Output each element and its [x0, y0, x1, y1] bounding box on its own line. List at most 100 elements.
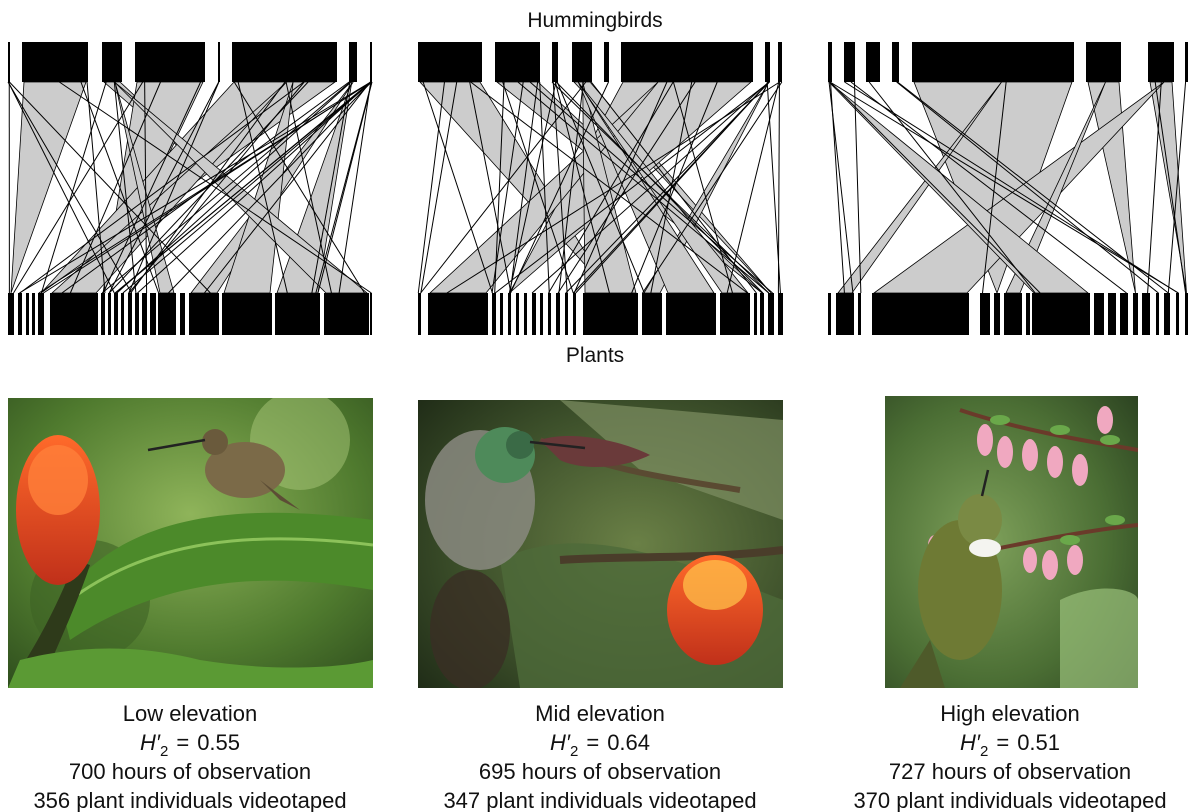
metric-relation: =	[586, 730, 599, 755]
metric-value: 0.64	[607, 730, 650, 755]
metric-subscript: 2	[980, 743, 988, 760]
metric-value: 0.51	[1017, 730, 1060, 755]
hummingbird-block	[892, 42, 899, 82]
metric-line: H′2=0.51	[960, 730, 1060, 760]
plant-block	[556, 293, 560, 335]
hummingbird-block	[778, 42, 782, 82]
metric-subscript: 2	[570, 743, 578, 760]
plant-block	[548, 293, 551, 335]
individuals-label: 347 plant individuals videotaped	[443, 788, 756, 812]
hummingbird-block	[22, 42, 88, 82]
plant-block	[1176, 293, 1179, 335]
plant-block	[500, 293, 503, 335]
hummingbird-block	[8, 42, 10, 82]
plant-block	[573, 293, 576, 335]
individuals-label: 356 plant individuals videotaped	[33, 788, 346, 812]
hummingbird-block	[1086, 42, 1121, 82]
metric-value: 0.55	[197, 730, 240, 755]
plant-block	[1108, 293, 1116, 335]
metric-line: H′2=0.64	[550, 730, 650, 760]
hummingbird-block	[418, 42, 482, 82]
plant-block	[180, 293, 185, 335]
plant-block	[1094, 293, 1104, 335]
plant-block	[1164, 293, 1170, 335]
plant-block	[858, 293, 861, 335]
metric-relation: =	[996, 730, 1009, 755]
metric-symbol: H	[960, 730, 976, 755]
hours-label: 727 hours of observation	[889, 759, 1131, 784]
plant-block	[583, 293, 638, 335]
hummingbird-block	[495, 42, 540, 82]
elevation-label: Mid elevation	[535, 701, 665, 726]
plant-block	[108, 293, 111, 335]
plant-block	[768, 293, 774, 335]
plant-block	[18, 293, 22, 335]
hummingbird-block	[218, 42, 220, 82]
plant-block	[540, 293, 543, 335]
network	[418, 42, 783, 335]
hummingbird-block	[552, 42, 558, 82]
plant-block	[778, 293, 783, 335]
plant-block	[1004, 293, 1022, 335]
photo-high	[885, 396, 1138, 688]
hummingbird-block	[912, 42, 1074, 82]
plant-block	[828, 293, 831, 335]
hummingbird-block	[349, 42, 357, 82]
metric-symbol: H	[550, 730, 566, 755]
plant-block	[1133, 293, 1138, 335]
network	[8, 42, 372, 335]
hours-label: 695 hours of observation	[479, 759, 721, 784]
elevation-label: Low elevation	[123, 701, 258, 726]
metric-subscript: 2	[160, 743, 168, 760]
photo-mid	[418, 400, 783, 690]
captions: Low elevationH′2=0.55700 hours of observ…	[33, 701, 1166, 812]
plant-block	[516, 293, 519, 335]
plant-block	[121, 293, 124, 335]
plant-block	[666, 293, 716, 335]
plant-block	[38, 293, 44, 335]
plant-block	[720, 293, 750, 335]
plant-block	[1156, 293, 1159, 335]
plant-block	[370, 293, 372, 335]
plant-block	[532, 293, 536, 335]
hummingbird-block	[844, 42, 855, 82]
hummingbird-block	[1185, 42, 1188, 82]
plant-block	[222, 293, 272, 335]
hummingbird-block	[102, 42, 122, 82]
plant-block	[158, 293, 176, 335]
photo-low	[8, 390, 373, 688]
hummingbird-block	[135, 42, 205, 82]
plant-block	[114, 293, 118, 335]
plant-block	[836, 293, 854, 335]
plant-block	[189, 293, 219, 335]
plant-block	[128, 293, 132, 335]
plant-block	[275, 293, 320, 335]
hummingbird-block	[572, 42, 592, 82]
plant-block	[150, 293, 156, 335]
interaction-link	[727, 82, 779, 293]
plant-block	[492, 293, 496, 335]
hummingbird-block	[232, 42, 337, 82]
hummingbird-block	[866, 42, 880, 82]
plant-block	[50, 293, 98, 335]
plant-block	[760, 293, 764, 335]
plant-block	[1120, 293, 1128, 335]
hummingbird-block	[621, 42, 753, 82]
bottom-label: Plants	[566, 344, 624, 367]
individuals-label: 370 plant individuals videotaped	[853, 788, 1166, 812]
metric-relation: =	[176, 730, 189, 755]
hummingbird-block	[828, 42, 832, 82]
interaction-link	[421, 82, 457, 293]
network	[828, 42, 1188, 335]
plant-block	[135, 293, 139, 335]
plant-block	[101, 293, 105, 335]
plant-block	[1185, 293, 1188, 335]
interaction-link	[418, 82, 444, 293]
plant-block	[994, 293, 1000, 335]
plant-block	[418, 293, 421, 335]
plant-block	[1032, 293, 1090, 335]
top-label: Hummingbirds	[527, 9, 662, 32]
hummingbird-block	[370, 42, 372, 82]
plant-block	[565, 293, 568, 335]
networks	[8, 42, 1188, 335]
